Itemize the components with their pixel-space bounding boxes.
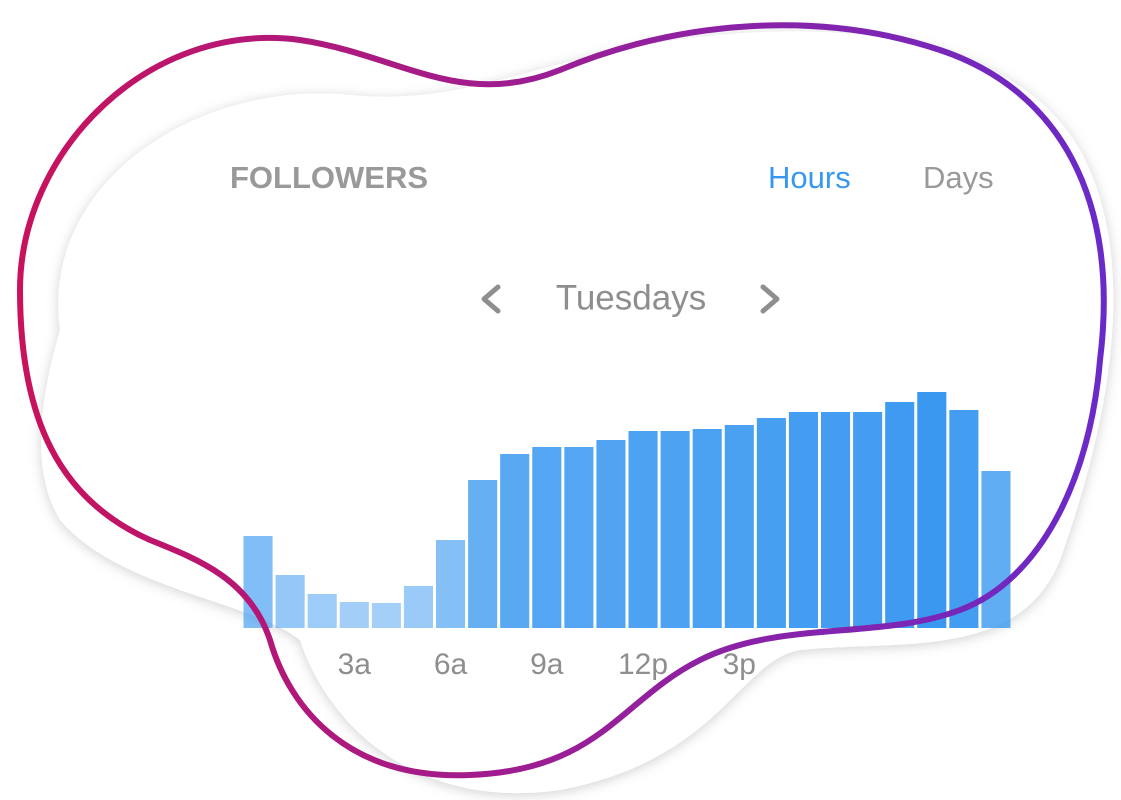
bar [981, 471, 1011, 628]
period-label: Tuesdays [556, 278, 706, 317]
tab-days[interactable]: Days [923, 160, 994, 195]
insights-panel: FOLLOWERS Hours Days Tuesdays [230, 160, 994, 317]
x-tick-label: 12p [618, 648, 668, 681]
bar [821, 412, 851, 628]
bar [660, 431, 690, 628]
bar [692, 429, 722, 628]
bar [628, 431, 658, 628]
bar [596, 440, 626, 628]
bar [371, 603, 401, 628]
bar [436, 540, 466, 628]
prev-chevron[interactable] [481, 284, 501, 314]
bar [339, 602, 369, 628]
bar [949, 410, 979, 628]
x-tick-label: 6a [434, 648, 468, 681]
bar [468, 480, 498, 628]
bar [853, 412, 883, 628]
tab-hours[interactable]: Hours [768, 160, 851, 195]
section-title: FOLLOWERS [230, 160, 428, 195]
bar [724, 425, 754, 628]
bar [788, 412, 818, 628]
bar [532, 447, 562, 628]
x-tick-label: 3a [338, 648, 372, 681]
bar [885, 402, 915, 628]
bar [307, 594, 337, 628]
bar [403, 586, 433, 628]
bar [500, 454, 530, 628]
bar [756, 418, 786, 628]
decorative-ring [16, 22, 1107, 779]
bar [917, 392, 947, 628]
x-tick-label: 9a [530, 648, 564, 681]
bar [564, 447, 594, 628]
bar [275, 575, 305, 628]
x-tick-label: 3p [723, 648, 756, 681]
next-chevron[interactable] [760, 284, 780, 314]
